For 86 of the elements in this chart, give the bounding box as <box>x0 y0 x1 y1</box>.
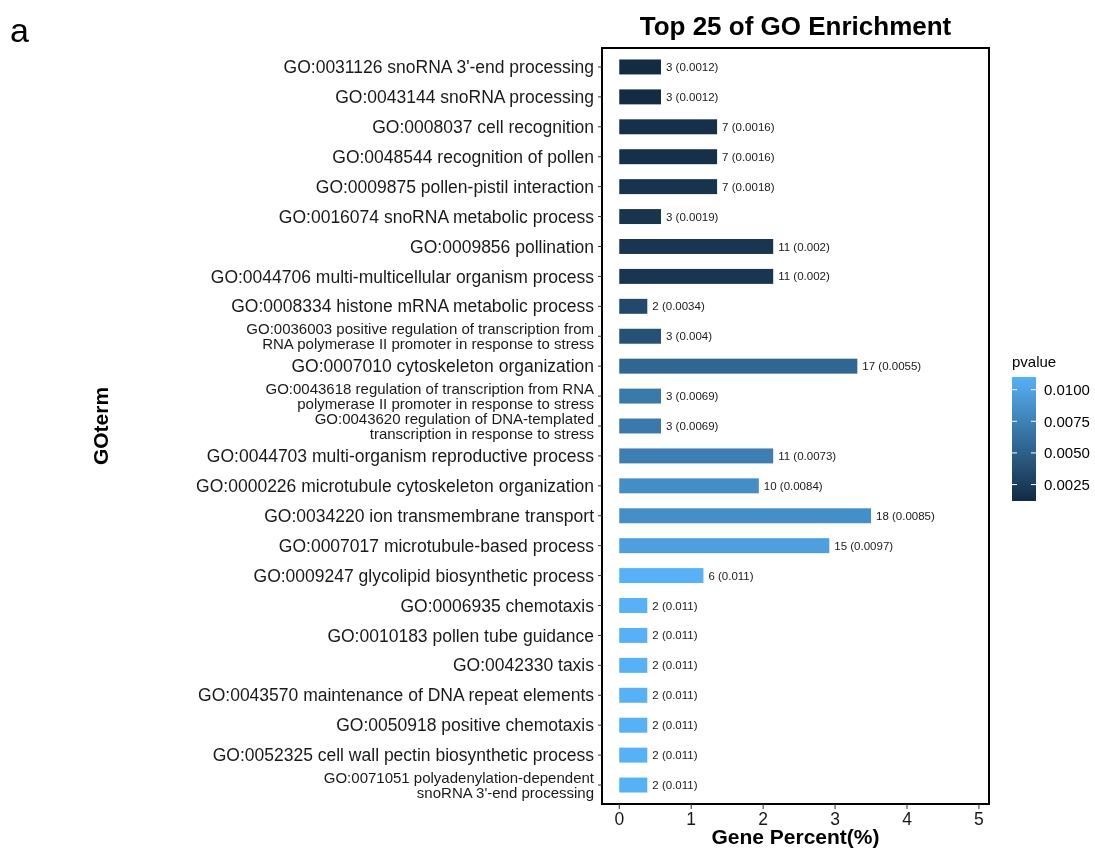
y-tick-label: GO:0000226 microtubule cytoskeleton organization <box>196 475 594 496</box>
y-tick-label: GO:0008037 cell recognition <box>372 116 594 137</box>
y-tick-label: GO:0043144 snoRNA processing <box>335 87 594 107</box>
annotation: 2 (0.011) <box>652 779 698 792</box>
bar <box>619 268 774 284</box>
bar <box>619 119 718 135</box>
y-tick-label: GO:0008334 histone mRNA metabolic process <box>231 296 595 317</box>
annotation: 3 (0.0069) <box>665 420 719 433</box>
annotation: 3 (0.004) <box>665 330 713 343</box>
color-bar-label: 0.0025 <box>1044 475 1090 493</box>
annotation: 7 (0.0016) <box>722 120 775 133</box>
y-tick-label: GO:0009856 pollination <box>410 236 594 257</box>
annotation: 15 (0.0097) <box>834 539 894 552</box>
bar <box>619 687 648 703</box>
annotation: 11 (0.0073) <box>778 449 837 462</box>
y-tick-label: GO:0031126 snoRNA 3'-end processing <box>283 57 594 78</box>
bar <box>619 59 661 75</box>
y-tick-label: GO:0050918 positive chemotaxis <box>336 715 595 736</box>
annotation: 2 (0.011) <box>652 599 698 612</box>
bar <box>619 298 648 314</box>
color-bar-label: 0.0100 <box>1044 380 1090 398</box>
annotation: 6 (0.011) <box>708 569 754 582</box>
annotation: 10 (0.0084) <box>763 479 823 492</box>
color-bar-label: 0.0050 <box>1044 444 1090 462</box>
bar <box>619 568 704 584</box>
annotation: 11 (0.002) <box>778 270 830 283</box>
bar <box>619 747 648 763</box>
annotation: 2 (0.011) <box>652 689 698 702</box>
bar <box>619 478 759 494</box>
y-tick-label: GO:0042330 taxis <box>452 655 595 676</box>
annotation: 18 (0.0085) <box>876 509 936 522</box>
x-tick-label: 1 <box>686 809 697 829</box>
annotation: 17 (0.0055) <box>862 360 922 373</box>
y-tick-label: GO:0043570 maintenance of DNA repeat elements <box>198 685 595 706</box>
bar <box>619 448 774 464</box>
y-tick-label: GO:0052325 cell wall pectin biosynthetic process <box>212 745 595 766</box>
annotation: 3 (0.0012) <box>665 60 719 73</box>
bar <box>619 328 661 344</box>
bar <box>619 538 830 554</box>
annotation: 2 (0.011) <box>652 749 698 762</box>
y-tick-label: GO:0007010 cytoskeleton organization <box>291 356 594 377</box>
annotation: 2 (0.011) <box>652 629 698 642</box>
y-axis-title: GOterm <box>89 386 112 466</box>
annotation: 3 (0.0019) <box>665 210 719 223</box>
bar <box>619 418 661 434</box>
bar <box>619 149 718 165</box>
y-tick-label: GO:0071051 polyadenylation-dependent snoRNA 3'-end processing <box>323 768 595 801</box>
annotation: 2 (0.011) <box>652 719 698 732</box>
y-tick-label: GO:0007017 microtubule-based process <box>278 535 595 556</box>
bar <box>619 239 774 254</box>
bar <box>619 777 648 793</box>
annotation: 3 (0.0012) <box>665 90 719 103</box>
annotation: 11 (0.002) <box>778 240 830 253</box>
y-tick-label: GO:0006935 chemotaxis <box>400 595 595 616</box>
annotation: 7 (0.0016) <box>722 150 775 163</box>
bar <box>619 388 661 404</box>
chart-title: Top 25 of GO Enrichment <box>639 11 952 41</box>
bar <box>619 89 661 105</box>
x-tick-label: 0 <box>614 809 625 829</box>
y-tick-label: GO:0043618 regulation of transcription from RNA polymerase II promoter in response to stress <box>265 379 594 412</box>
bar <box>619 508 872 524</box>
y-tick-label: GO:0009247 glycolipid biosynthetic process <box>253 565 595 586</box>
color-bar-title: pvalue <box>1012 353 1057 370</box>
x-tick-label: 4 <box>902 809 913 829</box>
y-tick-label: GO:0048544 recognition of pollen <box>332 146 594 167</box>
bar <box>619 179 718 195</box>
bar <box>619 598 648 613</box>
bar <box>619 657 648 673</box>
color-bar-label: 0.0075 <box>1044 412 1090 430</box>
y-tick-label: GO:0009875 pollen-pistil interaction <box>315 176 594 197</box>
y-tick-label: GO:0016074 snoRNA metabolic process <box>278 206 595 227</box>
text: a <box>10 11 29 49</box>
y-tick-label: GO:0044706 multi-multicellular organism process <box>210 266 595 287</box>
y-tick-label: GO:0044703 multi-organism reproductive process <box>206 446 595 467</box>
bar <box>619 717 648 733</box>
bar <box>619 358 858 374</box>
annotation: 3 (0.0069) <box>665 390 719 403</box>
annotation: 2 (0.011) <box>652 659 698 672</box>
y-tick-label: GO:0036003 positive regulation of transcription from RNA polymerase II promoter in response to stress <box>246 319 594 352</box>
x-tick-label: 5 <box>974 809 984 829</box>
bar <box>619 627 648 643</box>
y-tick-label: GO:0034220 ion transmembrane transport <box>264 505 595 526</box>
y-tick-label: GO:0010183 pollen tube guidance <box>327 625 594 646</box>
annotation: 7 (0.0018) <box>722 180 775 193</box>
annotation: 2 (0.0034) <box>652 300 705 313</box>
bar <box>619 209 661 225</box>
